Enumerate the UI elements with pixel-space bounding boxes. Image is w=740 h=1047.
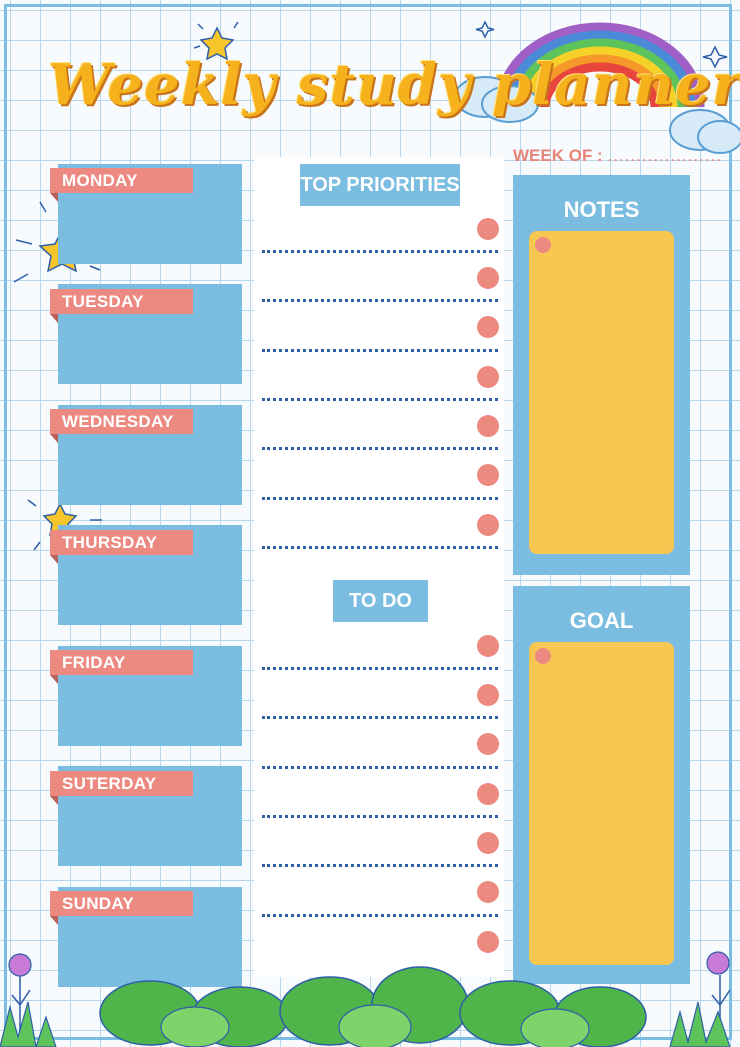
todo-line[interactable] — [262, 914, 498, 917]
priority-line[interactable] — [262, 546, 498, 549]
priority-bullet — [477, 514, 499, 536]
todo-bullet — [477, 832, 499, 854]
todo-bullet — [477, 783, 499, 805]
todo-line[interactable] — [262, 667, 498, 670]
priority-bullet — [477, 464, 499, 486]
todo-line[interactable] — [262, 864, 498, 867]
day-label-sunday: SUNDAY — [50, 891, 193, 925]
priority-line[interactable] — [262, 398, 498, 401]
notes-panel: NOTES — [513, 175, 690, 575]
goal-panel: GOAL — [513, 586, 690, 984]
star-icon — [193, 21, 239, 61]
priority-bullet — [477, 366, 499, 388]
todo-line[interactable] — [262, 766, 498, 769]
top-priorities-header: TOP PRIORITIES — [300, 164, 460, 206]
priority-line[interactable] — [262, 250, 498, 253]
priority-line[interactable] — [262, 349, 498, 352]
goal-card[interactable] — [529, 642, 674, 965]
day-label-thursday: THURSDAY — [50, 530, 193, 564]
priority-bullet — [477, 415, 499, 437]
day-label-suterday: SUTERDAY — [50, 771, 193, 805]
day-label-tuesday: TUESDAY — [50, 289, 193, 323]
priority-bullet — [477, 316, 499, 338]
to-do-header: TO DO — [333, 580, 428, 622]
goal-title: GOAL — [569, 608, 634, 633]
grass-flowers-icon — [0, 951, 731, 1047]
todo-line[interactable] — [262, 716, 498, 719]
week-of-label: WEEK OF : — [513, 146, 603, 165]
priority-line[interactable] — [262, 299, 498, 302]
priority-bullet — [477, 218, 499, 240]
day-label-monday: MONDAY — [50, 168, 193, 202]
day-label-friday: FRIDAY — [50, 650, 193, 684]
lists-column — [254, 157, 504, 977]
day-label-wednesday: WEDNESDAY — [50, 409, 193, 443]
todo-bullet — [477, 684, 499, 706]
rainbow-cloud-icon — [454, 20, 740, 154]
priority-bullet — [477, 267, 499, 289]
todo-line[interactable] — [262, 815, 498, 818]
week-of-blank: .................... — [607, 146, 722, 165]
todo-bullet — [477, 733, 499, 755]
todo-bullet — [477, 635, 499, 657]
page-title: Weekly study planner — [48, 52, 740, 118]
priority-line[interactable] — [262, 497, 498, 500]
todo-bullet — [477, 881, 499, 903]
pin-icon — [535, 237, 551, 253]
todo-bullet — [477, 931, 499, 953]
week-of-field[interactable]: WEEK OF : .................... — [513, 146, 721, 166]
pin-icon — [535, 648, 551, 664]
notes-card[interactable] — [529, 231, 674, 554]
priority-line[interactable] — [262, 447, 498, 450]
notes-title: NOTES — [563, 197, 640, 222]
